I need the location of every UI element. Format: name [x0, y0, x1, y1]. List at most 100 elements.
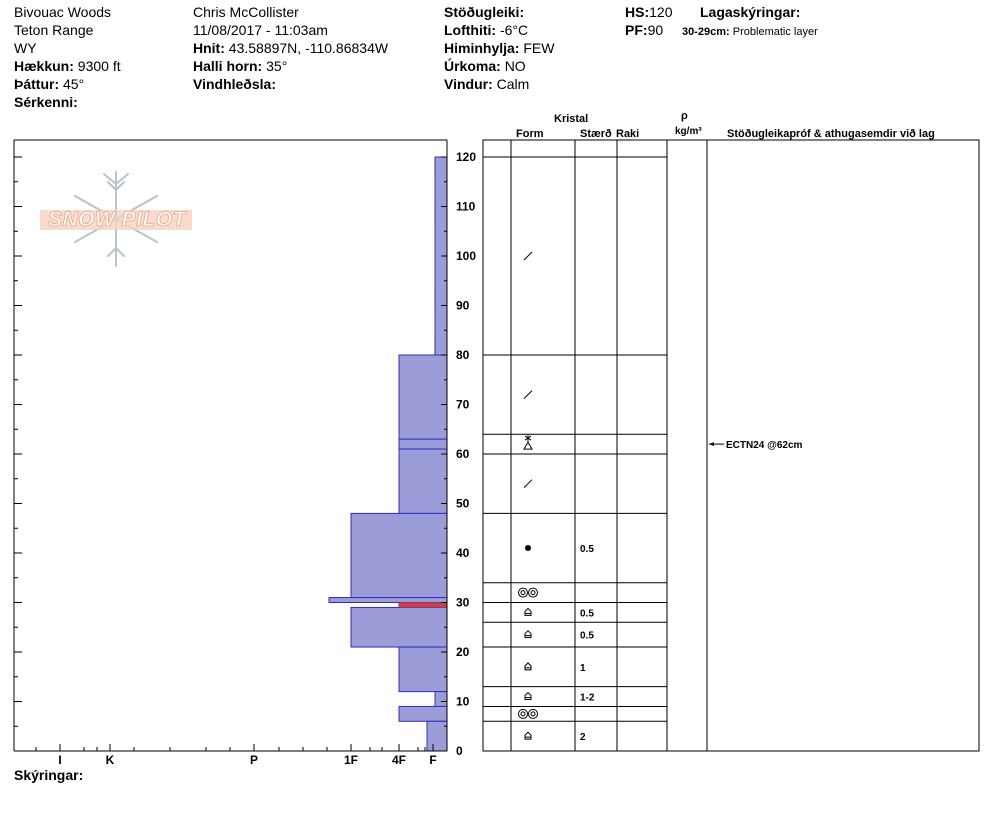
precip-label: Úrkoma:	[444, 58, 501, 74]
depth-tick-label: 70	[456, 398, 470, 412]
crystal-glyph-decomposing	[523, 479, 533, 489]
melt-circle-inner	[520, 711, 526, 717]
depth-tick-label: 120	[456, 150, 476, 164]
aspect-value: 45°	[63, 76, 85, 92]
hardness-bar	[350, 606, 448, 648]
hardness-tick-label: F	[429, 753, 436, 767]
density-unit-header: kg/m³	[675, 126, 702, 137]
tests-header: Stöðugleikapróf & athugasemdir við lag	[727, 128, 935, 140]
logo-text: SNOW PILOT	[48, 208, 187, 232]
hoar-x2	[524, 435, 532, 441]
melt-circle-outer	[528, 587, 538, 598]
hs-label: HS:	[625, 4, 650, 20]
faceted-outline	[524, 691, 532, 701]
faceted-outline	[524, 629, 532, 639]
range-name: Teton Range	[14, 22, 94, 38]
hardness-tick-label: 4F	[392, 753, 406, 767]
snowpilot-logo: SNOW PILOT	[38, 170, 194, 270]
crystal-size: 2	[580, 732, 586, 743]
elevation-value: 9300 ft	[77, 58, 121, 74]
crystal-size: 0.5	[580, 631, 594, 642]
crystal-glyph-melt-forms	[518, 708, 538, 719]
depth-tick-label: 100	[456, 249, 476, 263]
hardness-tick-label: K	[106, 753, 115, 767]
hardness-bar	[328, 597, 448, 603]
air-temp-value: -6°C	[499, 22, 529, 38]
crystal-glyph-decomposing	[523, 390, 533, 399]
depth-tick-label: 0	[456, 744, 463, 758]
melt-circle-outer	[518, 587, 528, 598]
precip-row: Úrkoma: NO	[444, 57, 526, 75]
precip-value: NO	[504, 58, 526, 74]
hardness-bar	[434, 691, 448, 707]
faceted-outline	[524, 662, 532, 671]
depth-tick-label: 90	[456, 299, 470, 313]
size-header: Stærð	[580, 128, 612, 140]
location-name: Bivouac Woods	[14, 4, 112, 20]
faceted-outline	[524, 731, 532, 740]
hardness-bar	[398, 705, 448, 722]
stability-test-note: ECTN24 @62cm	[726, 440, 803, 451]
observer-name: Chris McCollister	[193, 4, 299, 20]
wind-label: Vindur:	[444, 76, 493, 92]
hardness-bar	[398, 438, 448, 450]
sky-value: FEW	[523, 40, 555, 56]
elevation-label: Hækkun:	[14, 58, 74, 74]
crystal-glyph-faceted	[524, 731, 532, 740]
hoar-triangle	[523, 441, 533, 450]
layer-table-frame	[482, 139, 980, 752]
depth-tick-label: 80	[456, 348, 470, 362]
crystal-size: 1	[580, 663, 586, 674]
slope-row: Halli horn: 35°	[193, 57, 287, 75]
crystal-glyph-surface-hoar	[523, 435, 533, 450]
layer-note-text: Problematic layer	[732, 26, 818, 38]
aspect-row: Þáttur: 45°	[14, 75, 84, 93]
crystal-glyph-melt-forms	[518, 587, 538, 598]
aspect-label: Þáttur:	[14, 76, 60, 92]
melt-circle-inner	[530, 711, 536, 717]
coords-label: Hnit:	[193, 40, 225, 56]
hs-row: HS:120	[625, 3, 672, 21]
crystal-size: 0.5	[580, 608, 594, 619]
crystal-glyph-faceted	[524, 662, 532, 671]
slope-label: Halli horn:	[193, 58, 263, 74]
air-temp-label: Lofthiti:	[444, 22, 497, 38]
depth-tick-label: 30	[456, 596, 470, 610]
snowflake-icon	[40, 171, 192, 267]
coords-value: 43.58897N, -110.86834W	[228, 40, 389, 56]
crystal-glyph-decomposing	[523, 251, 533, 261]
pf-row: PF:90	[625, 21, 663, 39]
melt-circle-inner	[520, 590, 526, 596]
crystal-glyph-faceted	[524, 607, 532, 616]
depth-tick-label: 40	[456, 546, 470, 560]
wind-loading-label: Vindhleðsla:	[193, 76, 276, 92]
layer-note: 30-29cm: Problematic layer	[682, 23, 818, 41]
melt-circle-inner	[530, 590, 536, 596]
depth-tick-label: 10	[456, 695, 470, 709]
depth-tick-label: 50	[456, 497, 470, 511]
coords-row: Hnit: 43.58897N, -110.86834W	[193, 39, 388, 57]
melt-circle-outer	[518, 708, 528, 719]
comments-label: Skýringar:	[14, 767, 84, 783]
hardness-bar	[398, 646, 448, 693]
hardness-bar	[398, 354, 448, 440]
slope-value: 35°	[266, 58, 288, 74]
elevation-row: Hækkun: 9300 ft	[14, 57, 121, 75]
layer-note-range: 30-29cm:	[682, 26, 730, 38]
layer-notes-label: Lagaskýringar:	[700, 4, 801, 20]
crystal-header: Kristal	[554, 113, 589, 125]
depth-tick-label: 110	[456, 200, 476, 214]
faceted-outline	[524, 607, 532, 616]
moisture-header: Raki	[616, 128, 640, 140]
depth-tick-label: 20	[456, 645, 470, 659]
hardness-bar	[350, 512, 448, 599]
observation-datetime: 11/08/2017 - 11:03am	[193, 22, 328, 38]
pf-label: PF:	[625, 22, 648, 38]
crystal-size: 1-2	[580, 693, 595, 704]
rho-header: ρ	[681, 110, 688, 122]
sky-label: Himinhylja:	[444, 40, 520, 56]
sky-row: Himinhylja: FEW	[444, 39, 554, 57]
crystal-glyph-rounded	[525, 545, 531, 552]
melt-circle-outer	[528, 708, 538, 719]
